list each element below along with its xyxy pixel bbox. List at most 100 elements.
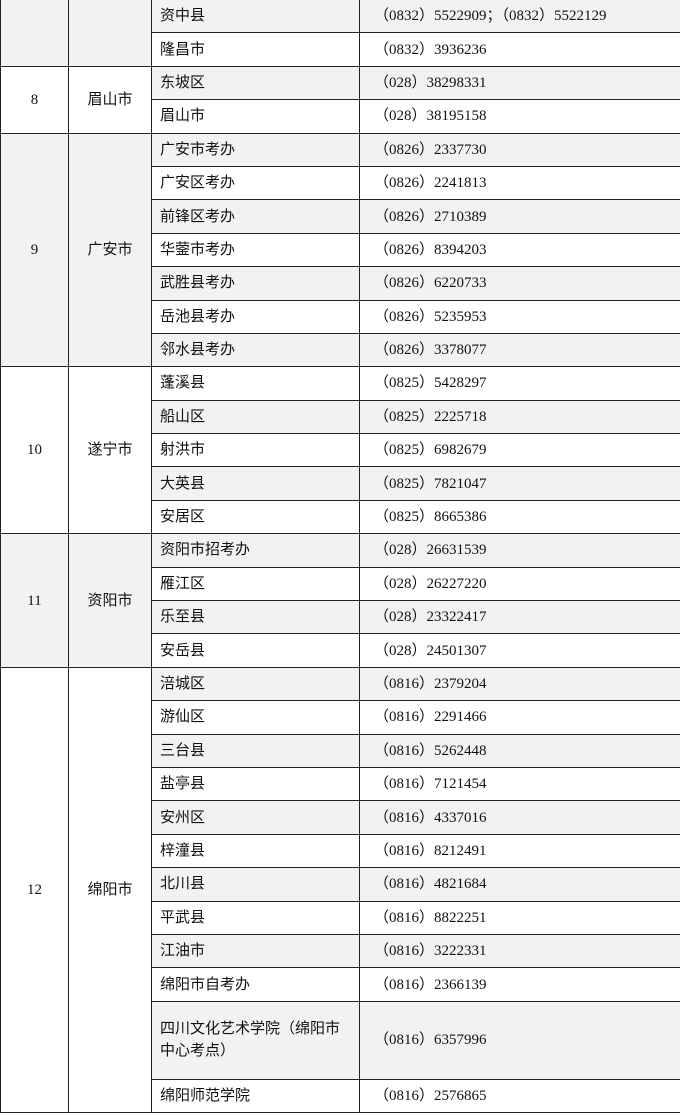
table-row: 10 遂宁市 蓬溪县 （0825）5428297	[0, 366, 680, 535]
table-row: 绵阳师范学院 （0816）2576865	[1, 1078, 680, 1114]
district-name: 东坡区	[151, 65, 360, 101]
table-row: 船山区 （0825）2225718	[1, 399, 680, 435]
district-name: 蓬溪县	[151, 366, 360, 401]
district-name: 绵阳师范学院	[151, 1078, 360, 1114]
city-name: 绵阳市	[68, 666, 152, 1114]
district-name: 武胜县考办	[151, 266, 360, 301]
phone-number: （0825）5428297	[359, 366, 680, 401]
district-name: 眉山市	[151, 99, 360, 134]
table-row: 北川县 （0816）4821684	[1, 867, 680, 902]
row-number	[0, 0, 69, 67]
district-name: 资中县	[151, 0, 360, 34]
district-name: 大英县	[151, 466, 360, 501]
table-row: 安州区 （0816）4337016	[1, 800, 680, 835]
phone-number: （0826）2337730	[359, 132, 680, 167]
table-row: 武胜县考办 （0826）6220733	[1, 266, 680, 301]
phone-number: （0816）6357996	[359, 1000, 680, 1080]
phone-number: （0816）2291466	[359, 700, 680, 735]
district-name: 江油市	[151, 933, 360, 969]
district-name: 梓潼县	[151, 833, 360, 869]
row-number: 12	[0, 666, 69, 1114]
district-name: 安州区	[151, 800, 360, 835]
table-row: 广安区考办 （0826）2241813	[1, 165, 680, 201]
table-row: 资中县 （0832）5522909；（0832）5522129	[0, 0, 680, 67]
phone-number: （0816）3222331	[359, 933, 680, 969]
phone-number: （028）38298331	[359, 65, 680, 101]
table-row: 雁江区 （028）26227220	[1, 566, 680, 602]
phone-number: （0816）8212491	[359, 833, 680, 869]
phone-number: （0825）7821047	[359, 466, 680, 501]
phone-number: （0826）2241813	[359, 165, 680, 201]
table-row: 江油市 （0816）3222331	[1, 933, 680, 969]
district-name: 三台县	[151, 733, 360, 768]
phone-number: （028）26227220	[359, 566, 680, 602]
table-row: 华蓥市考办 （0826）8394203	[1, 232, 680, 268]
table-row: 乐至县 （028）23322417	[1, 600, 680, 635]
row-number: 8	[0, 65, 69, 134]
phone-number: （0826）6220733	[359, 266, 680, 301]
row-number: 9	[0, 132, 69, 368]
phone-number: （028）24501307	[359, 633, 680, 668]
district-name: 华蓥市考办	[151, 232, 360, 268]
city-name: 遂宁市	[68, 366, 152, 535]
table-row: 邻水县考办 （0826）3378077	[1, 332, 680, 368]
table-row: 眉山市 （028）38195158	[1, 99, 680, 134]
phone-number: （0826）2710389	[359, 199, 680, 234]
table-row: 8 眉山市 东坡区 （028）38298331	[0, 65, 680, 134]
phone-number: （0826）3378077	[359, 332, 680, 368]
district-name: 前锋区考办	[151, 199, 360, 234]
table-row: 11 资阳市 资阳市招考办 （028）26631539	[0, 533, 680, 668]
table-row: 绵阳市自考办 （0816）2366139	[1, 967, 680, 1002]
district-name: 雁江区	[151, 566, 360, 602]
phone-number: （0832）3936236	[359, 32, 680, 67]
row-number: 11	[0, 533, 69, 668]
city-name	[68, 0, 152, 67]
phone-number: （0816）2576865	[359, 1078, 680, 1114]
table-row: 安居区 （0825）8665386	[1, 499, 680, 535]
district-name: 安岳县	[151, 633, 360, 668]
phone-number: （028）26631539	[359, 533, 680, 568]
phone-number: （0826）5235953	[359, 299, 680, 334]
district-name: 岳池县考办	[151, 299, 360, 334]
district-name: 涪城区	[151, 666, 360, 702]
phone-number: （0816）2366139	[359, 967, 680, 1002]
table-row: 12 绵阳市 涪城区 （0816）2379204	[0, 666, 680, 1114]
phone-number: （0816）4821684	[359, 867, 680, 902]
district-name: 安居区	[151, 499, 360, 535]
phone-number: （028）23322417	[359, 600, 680, 635]
district-name: 隆昌市	[151, 32, 360, 67]
table-row: 前锋区考办 （0826）2710389	[1, 199, 680, 234]
phone-number: （0816）8822251	[359, 900, 680, 935]
district-name: 平武县	[151, 900, 360, 935]
district-name: 资阳市招考办	[151, 533, 360, 568]
phone-number: （0816）5262448	[359, 733, 680, 768]
table-row: 三台县 （0816）5262448	[1, 733, 680, 768]
district-name: 北川县	[151, 867, 360, 902]
district-name: 广安区考办	[151, 165, 360, 201]
phone-number: （0825）6982679	[359, 433, 680, 468]
district-name: 广安市考办	[151, 132, 360, 167]
district-name: 绵阳市自考办	[151, 967, 360, 1002]
phone-number: （0816）7121454	[359, 766, 680, 802]
phone-number: （028）38195158	[359, 99, 680, 134]
district-name: 乐至县	[151, 600, 360, 635]
city-name: 广安市	[68, 132, 152, 368]
table-row: 岳池县考办 （0826）5235953	[1, 299, 680, 334]
district-name: 游仙区	[151, 700, 360, 735]
city-name: 眉山市	[68, 65, 152, 134]
city-name: 资阳市	[68, 533, 152, 668]
phone-number: （0816）2379204	[359, 666, 680, 702]
phone-number: （0825）2225718	[359, 399, 680, 435]
district-name: 盐亭县	[151, 766, 360, 802]
table-row: 隆昌市 （0832）3936236	[1, 32, 680, 67]
table-row: 梓潼县 （0816）8212491	[1, 833, 680, 869]
table-row: 射洪市 （0825）6982679	[1, 433, 680, 468]
district-name: 船山区	[151, 399, 360, 435]
phone-number: （0816）4337016	[359, 800, 680, 835]
district-name: 邻水县考办	[151, 332, 360, 368]
district-name: 四川文化艺术学院（绵阳市中心考点）	[151, 1000, 360, 1080]
phone-number: （0832）5522909；（0832）5522129	[359, 0, 680, 34]
phone-number: （0825）8665386	[359, 499, 680, 535]
